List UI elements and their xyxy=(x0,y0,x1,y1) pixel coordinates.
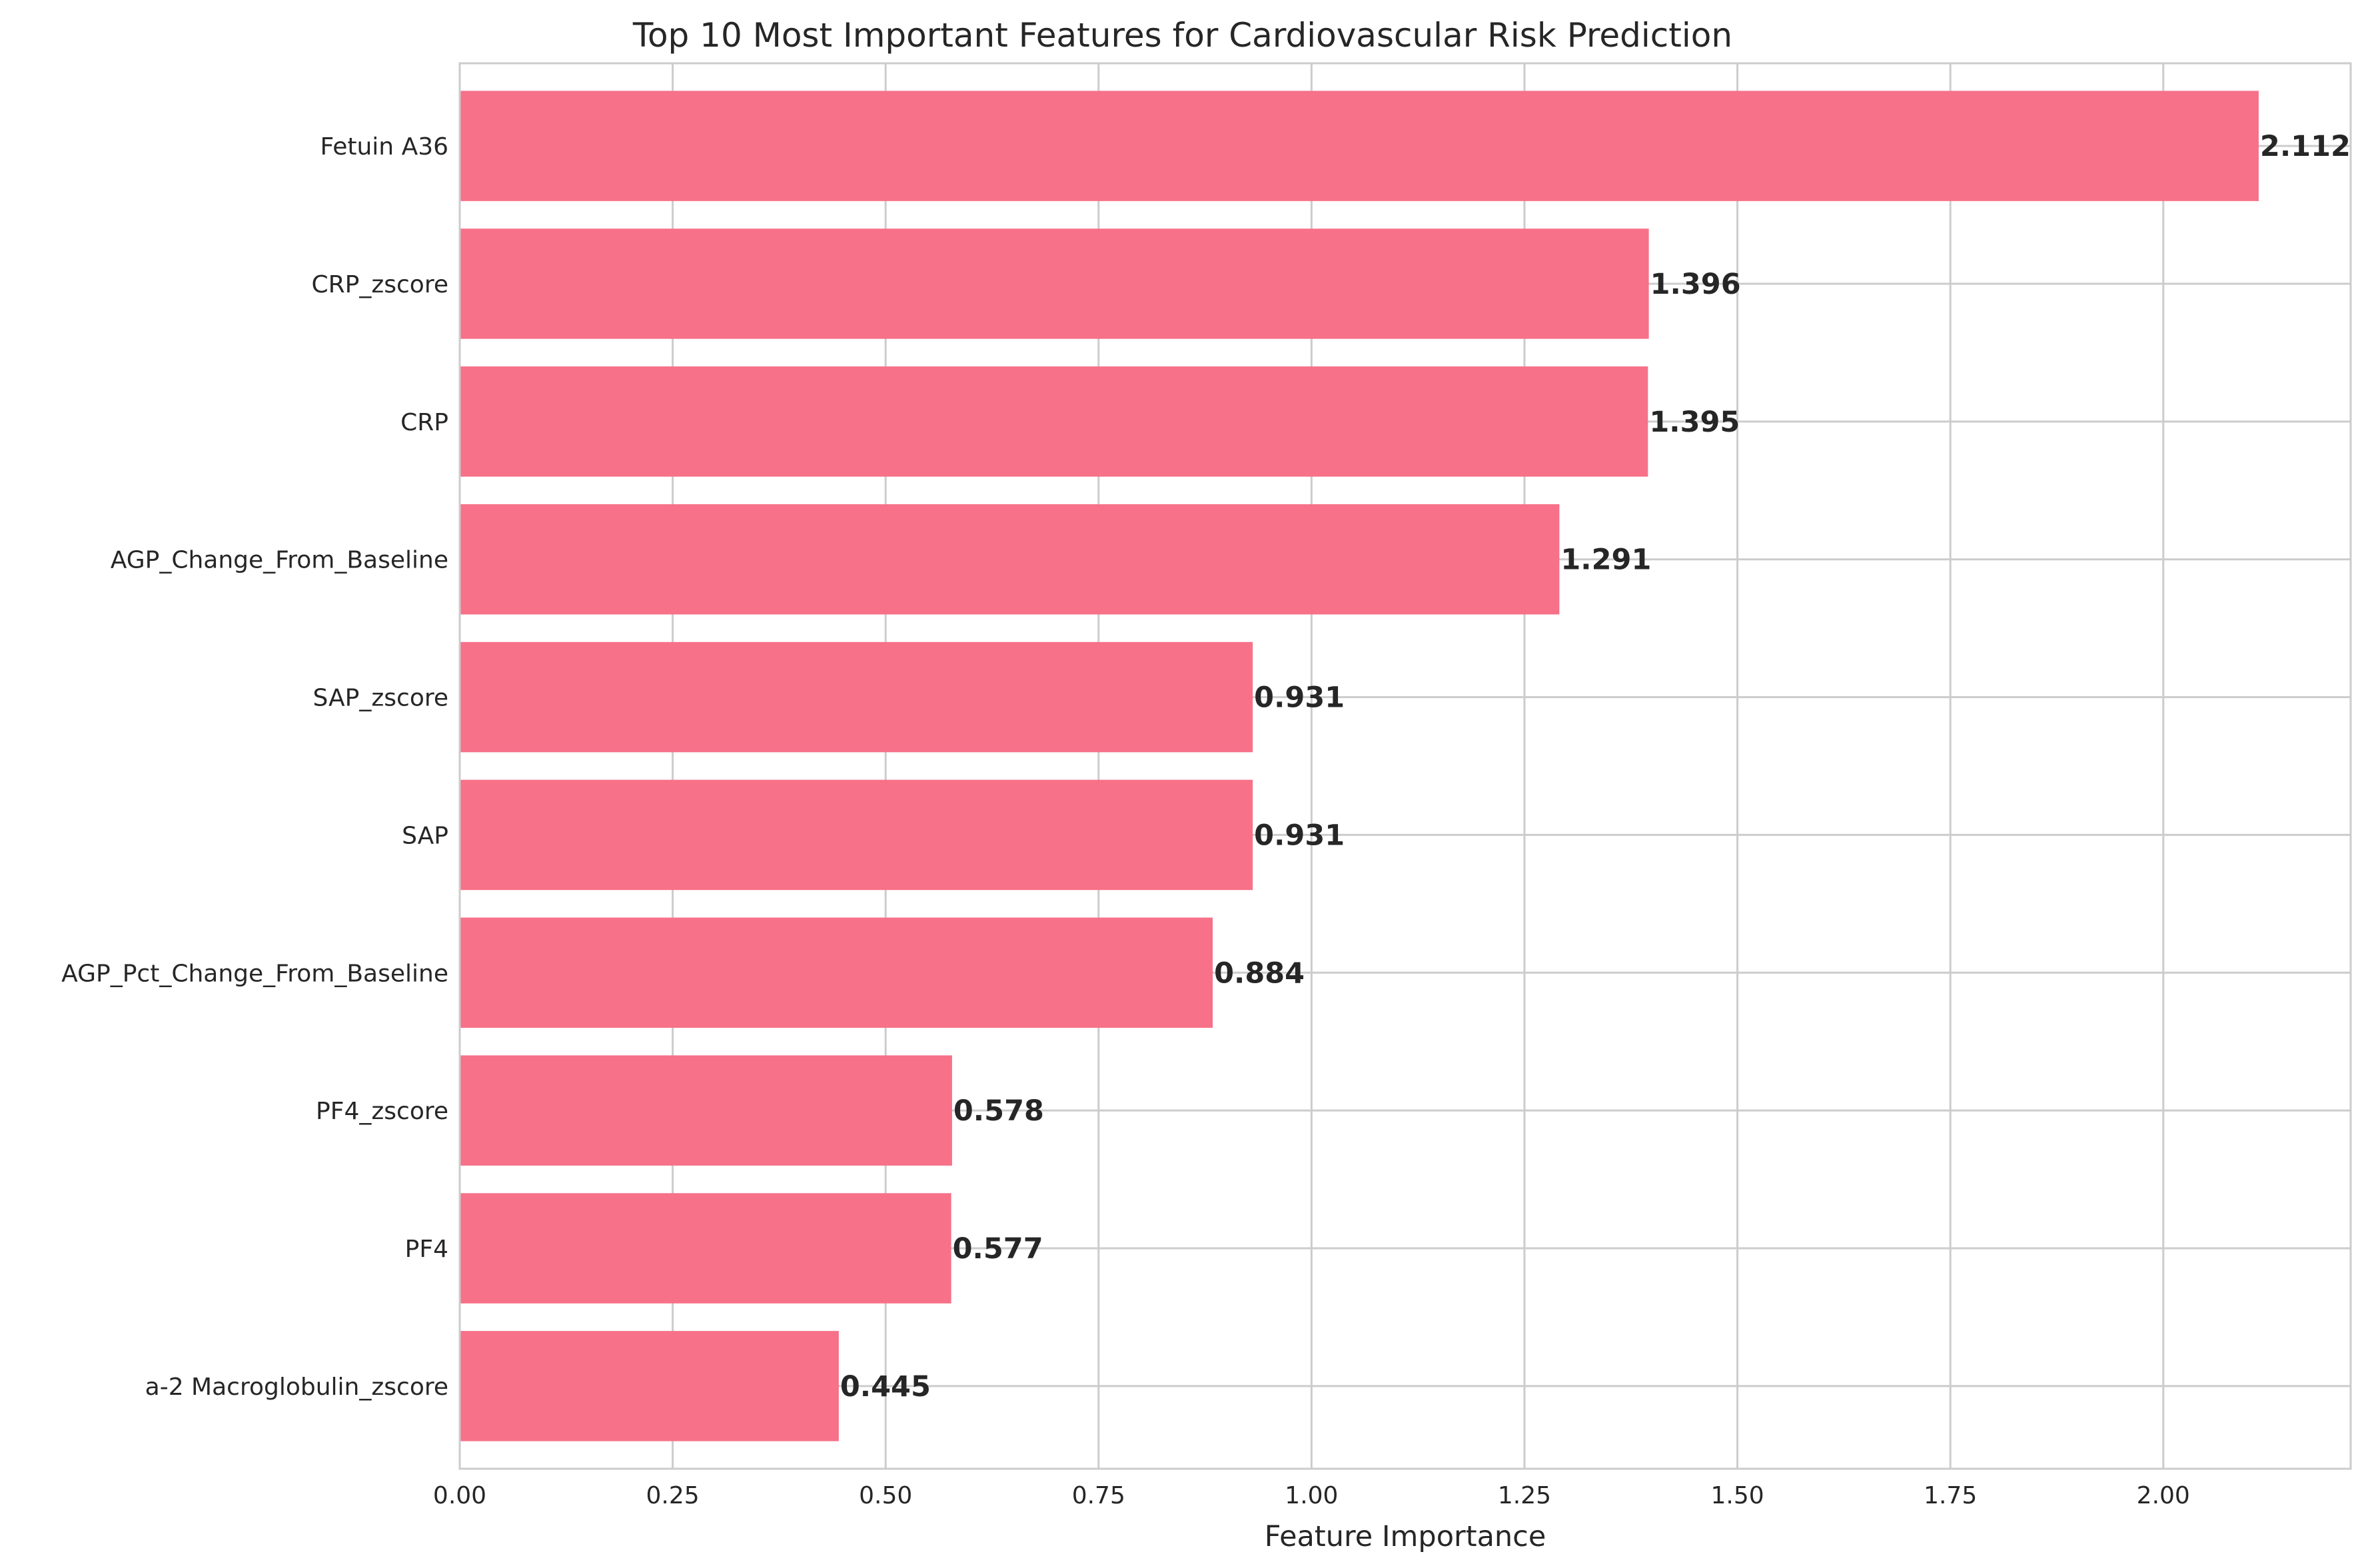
bar-value-label: 1.291 xyxy=(1560,544,1651,577)
bar xyxy=(460,91,2259,201)
y-tick-label: CRP xyxy=(400,409,448,436)
y-tick-label: Fetuin A36 xyxy=(320,133,448,161)
bars xyxy=(460,91,2259,1441)
bar-value-label: 1.396 xyxy=(1650,268,1741,301)
x-axis-label: Feature Importance xyxy=(1265,1520,1546,1553)
y-tick-label: SAP_zscore xyxy=(313,685,448,712)
bar-value-label: 0.931 xyxy=(1254,819,1345,852)
bar-value-label: 0.578 xyxy=(953,1094,1044,1128)
x-tick-label: 1.00 xyxy=(1285,1482,1338,1509)
bar-value-label: 0.577 xyxy=(953,1232,1043,1266)
x-tick-label: 0.50 xyxy=(859,1482,912,1509)
y-tick-label: SAP xyxy=(402,822,448,849)
bar-value-label: 1.395 xyxy=(1649,406,1740,439)
y-tick-label: CRP_zscore xyxy=(312,271,449,298)
y-tick-label: AGP_Pct_Change_From_Baseline xyxy=(61,960,448,987)
plot-area-frame xyxy=(458,62,2352,1470)
bar xyxy=(460,641,1253,753)
y-tick-label: PF4_zscore xyxy=(316,1098,448,1125)
x-tick-label: 0.75 xyxy=(1072,1482,1125,1509)
bar xyxy=(460,504,1560,615)
x-tick-label: 1.25 xyxy=(1498,1482,1551,1509)
bar xyxy=(460,779,1253,891)
y-tick-label: PF4 xyxy=(405,1236,448,1263)
x-tick-label: 0.25 xyxy=(646,1482,700,1509)
x-tick-label: 2.00 xyxy=(2137,1482,2190,1509)
value-labels: 2.112 1.396 1.395 1.291 0.931 0.931 0.884 0.578… xyxy=(840,130,2351,1403)
bar-value-label: 0.931 xyxy=(1254,681,1345,715)
bar-value-label: 0.445 xyxy=(840,1370,931,1403)
bar xyxy=(460,228,1649,339)
bar xyxy=(460,1055,952,1166)
bar-value-label: 0.884 xyxy=(1214,957,1305,990)
bar-value-label: 2.112 xyxy=(2260,130,2351,163)
x-tick-label: 1.50 xyxy=(1710,1482,1764,1509)
bar xyxy=(460,366,1648,477)
chart-title: Top 10 Most Important Features for Cardi… xyxy=(632,16,1732,55)
y-axis-tick-labels: Fetuin A36 CRP_zscore CRP AGP_Change_From_B… xyxy=(61,133,448,1401)
bar xyxy=(460,1331,839,1441)
x-axis-tick-labels: 0.00 0.25 0.50 0.75 1.00 1.25 1.50 1.75 2.00 xyxy=(433,1482,2190,1509)
bar xyxy=(460,1193,951,1304)
y-tick-label: a-2 Macroglobulin_zscore xyxy=(145,1373,448,1401)
y-tick-label: AGP_Change_From_Baseline xyxy=(111,547,448,574)
x-tick-label: 0.00 xyxy=(433,1482,486,1509)
bar xyxy=(460,917,1213,1028)
x-tick-label: 1.75 xyxy=(1924,1482,1977,1509)
